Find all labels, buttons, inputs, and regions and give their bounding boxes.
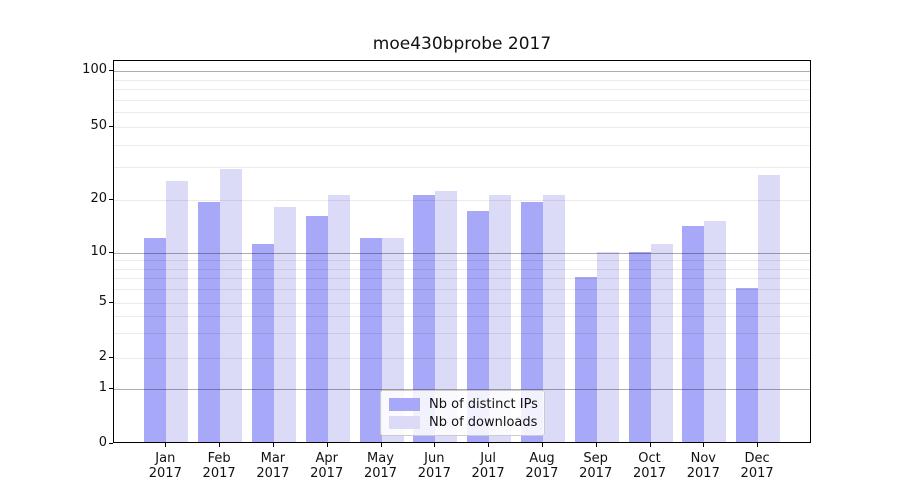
legend-row-distinct-ips: Nb of distinct IPs [389,396,538,412]
y-tick-label-50: 50 [90,118,107,133]
y-tick-label-100: 100 [82,62,107,77]
y-tick-20 [109,198,113,200]
bar-distinct-ips-jan-2017 [144,237,167,442]
bar-distinct-ips-oct-2017 [628,251,651,442]
y-tick-0 [109,443,113,444]
gridline-y-6 [114,289,810,291]
bar-downloads-dec-2017 [758,174,781,442]
legend-label-distinct-ips: Nb of distinct IPs [429,396,538,412]
gridline-y-10 [114,252,810,254]
bar-distinct-ips-jun-2017 [413,194,436,442]
x-tick-label-nov-2017: Nov 2017 [686,451,720,481]
legend-label-downloads: Nb of downloads [429,414,538,430]
gridline-y-50 [114,127,810,128]
x-tick-label-mar-2017: Mar 2017 [256,451,290,481]
bar-distinct-ips-dec-2017 [736,288,759,442]
bar-distinct-ips-may-2017 [359,237,382,442]
x-tick-dec-2017 [757,443,759,447]
bar-downloads-feb-2017 [220,169,243,442]
bar-distinct-ips-mar-2017 [251,244,274,442]
legend-swatch-distinct-ips [389,397,420,411]
gridline-y-80 [114,89,810,91]
x-tick-jul-2017 [488,443,490,447]
y-tick-label-5: 5 [98,293,107,309]
legend: Nb of distinct IPs Nb of downloads [380,390,545,436]
plot-area [113,60,811,443]
x-tick-jan-2017 [165,443,167,447]
legend-swatch-downloads [389,415,420,429]
bar-downloads-jan-2017 [166,180,189,442]
bar-downloads-nov-2017 [704,220,727,442]
bar-downloads-apr-2017 [327,194,350,442]
gridline-y-100 [114,71,810,72]
bar-downloads-jun-2017 [435,190,458,442]
bar-downloads-sep-2017 [596,251,619,442]
x-tick-label-dec-2017: Dec 2017 [740,451,774,481]
gridline-y-4 [114,315,810,317]
x-tick-mar-2017 [272,443,274,447]
y-tick-100 [109,70,113,71]
bar-distinct-ips-apr-2017 [305,215,328,442]
y-tick-label-0: 0 [98,435,107,450]
x-tick-oct-2017 [649,443,651,447]
x-tick-jun-2017 [434,443,436,447]
y-tick-label-10: 10 [90,243,107,259]
bar-downloads-jul-2017 [489,194,512,442]
x-tick-label-may-2017: May 2017 [363,451,398,481]
x-tick-label-jan-2017: Jan 2017 [148,451,182,481]
x-tick-label-aug-2017: Aug 2017 [525,451,559,481]
x-tick-may-2017 [380,443,382,447]
y-tick-50 [109,126,113,127]
y-tick-5 [109,301,113,303]
x-tick-label-oct-2017: Oct 2017 [632,451,667,481]
legend-row-downloads: Nb of downloads [389,414,538,430]
bar-distinct-ips-feb-2017 [198,202,221,442]
x-tick-label-feb-2017: Feb 2017 [202,451,236,481]
y-tick-label-2: 2 [98,348,107,364]
chart-title: moe430bprobe 2017 [372,34,552,54]
x-tick-label-sep-2017: Sep 2017 [579,451,613,481]
bar-distinct-ips-jul-2017 [467,210,490,442]
bar-downloads-mar-2017 [273,206,296,442]
gridline-y-2 [114,357,810,359]
x-tick-label-jul-2017: Jul 2017 [471,451,505,481]
x-tick-label-apr-2017: Apr 2017 [310,451,344,481]
bar-distinct-ips-sep-2017 [574,277,597,442]
bar-distinct-ips-aug-2017 [520,202,543,442]
x-tick-label-jun-2017: Jun 2017 [417,451,451,481]
y-tick-10 [109,251,113,253]
x-tick-sep-2017 [595,443,597,447]
y-tick-label-1: 1 [98,380,107,395]
gridline-y-1 [114,389,810,390]
gridline-y-90 [114,79,810,81]
gridline-y-40 [114,144,810,146]
gridline-y-20 [114,199,810,201]
y-tick-1 [109,388,113,389]
bar-downloads-aug-2017 [542,194,565,442]
gridline-y-3 [114,333,810,335]
x-tick-aug-2017 [541,443,543,447]
gridline-y-9 [114,260,810,262]
bar-distinct-ips-nov-2017 [682,225,705,442]
x-tick-apr-2017 [326,443,328,447]
y-tick-label-20: 20 [90,190,107,206]
y-tick-2 [109,356,113,358]
bar-downloads-oct-2017 [650,244,673,442]
gridline-y-8 [114,268,810,270]
gridline-y-7 [114,278,810,280]
gridline-y-5 [114,302,810,304]
x-tick-nov-2017 [703,443,705,447]
x-tick-feb-2017 [219,443,221,447]
gridline-y-60 [114,112,810,114]
gridline-y-30 [114,167,810,169]
gridline-y-70 [114,99,810,101]
